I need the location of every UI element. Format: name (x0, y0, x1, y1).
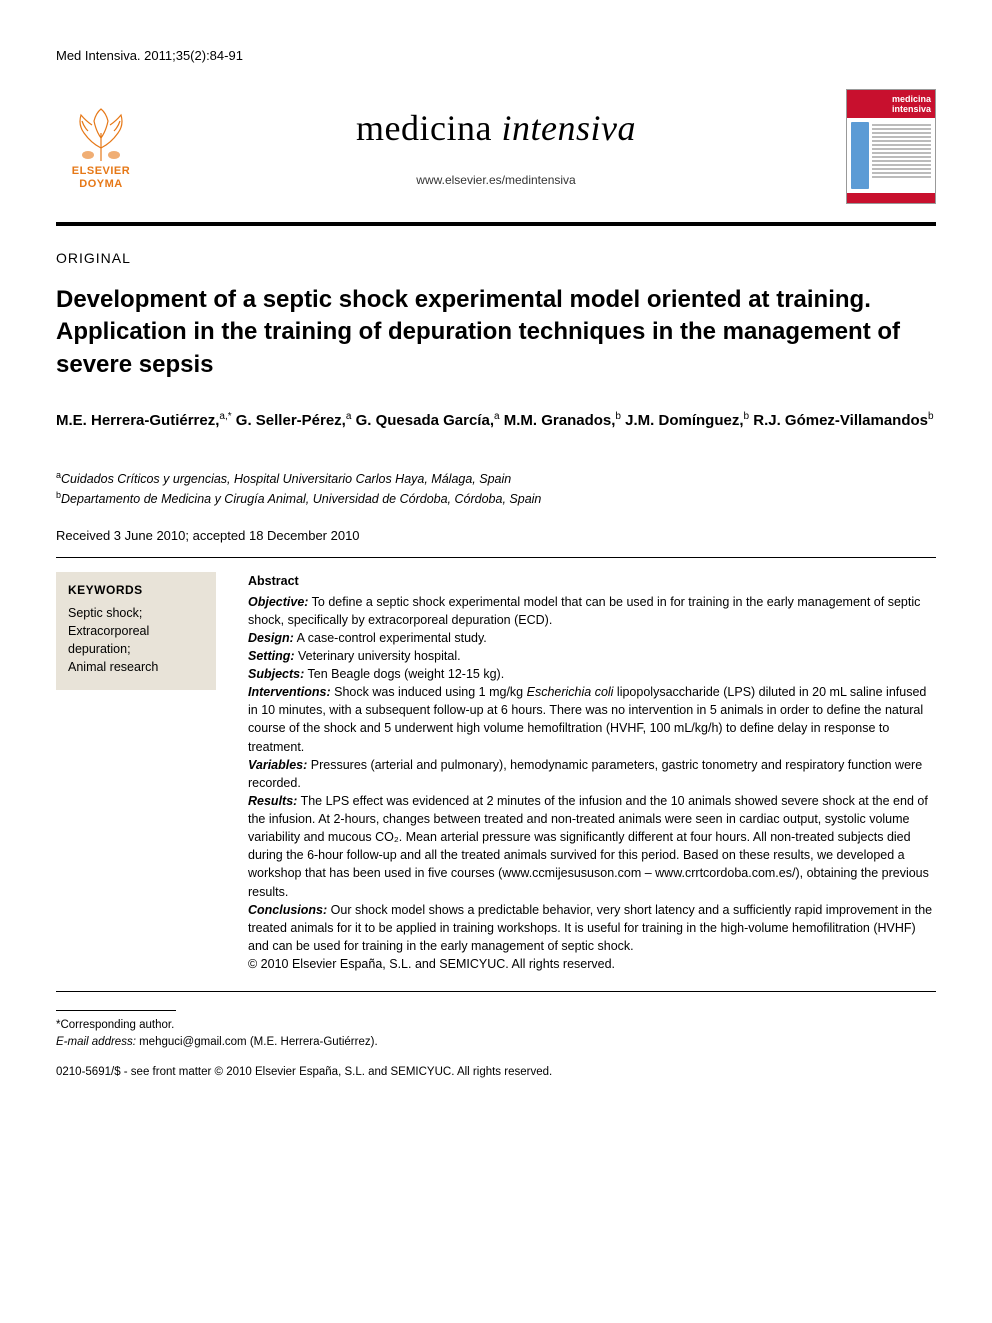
corresponding-author: *Corresponding author. E-mail address: m… (56, 1017, 936, 1052)
article-type: ORIGINAL (56, 250, 936, 266)
article-title: Development of a septic shock experiment… (56, 284, 936, 381)
affiliations: aCuidados Críticos y urgencias, Hospital… (56, 469, 936, 509)
abstract-section: Setting: Veterinary university hospital. (248, 647, 936, 665)
abstract-body: Objective: To define a septic shock expe… (248, 593, 936, 956)
author-list: M.E. Herrera-Gutiérrez,a,* G. Seller-Pér… (56, 409, 936, 433)
abstract-section: Interventions: Shock was induced using 1… (248, 683, 936, 756)
abstract-region: KEYWORDS Septic shock;Extracorporeal dep… (56, 572, 936, 973)
publisher-logo: ELSEVIER DOYMA (56, 97, 146, 197)
elsevier-tree-icon (66, 103, 136, 163)
affiliation-line: aCuidados Críticos y urgencias, Hospital… (56, 469, 936, 489)
abstract-section: Objective: To define a septic shock expe… (248, 593, 936, 629)
divider (56, 991, 936, 992)
abstract-section: Variables: Pressures (arterial and pulmo… (248, 756, 936, 792)
abstract-copyright: © 2010 Elsevier España, S.L. and SEMICYU… (248, 955, 936, 973)
divider (56, 557, 936, 558)
keywords-box: KEYWORDS Septic shock;Extracorporeal dep… (56, 572, 216, 690)
journal-title-block: medicina intensiva www.elsevier.es/medin… (170, 107, 822, 187)
keywords-heading: KEYWORDS (68, 582, 204, 599)
footer-copyright: 0210-5691/$ - see front matter © 2010 El… (56, 1066, 936, 1078)
publisher-name: ELSEVIER DOYMA (72, 165, 130, 189)
keywords-list: Septic shock;Extracorporeal depuration;A… (68, 604, 204, 677)
article-dates: Received 3 June 2010; accepted 18 Decemb… (56, 528, 936, 543)
page-container: Med Intensiva. 2011;35(2):84-91 (0, 0, 992, 1118)
corresponding-mark: *Corresponding author. (56, 1017, 936, 1034)
citation-line: Med Intensiva. 2011;35(2):84-91 (56, 48, 936, 63)
journal-url: www.elsevier.es/medintensiva (170, 173, 822, 187)
abstract-section: Conclusions: Our shock model shows a pre… (248, 901, 936, 955)
journal-header: ELSEVIER DOYMA medicina intensiva www.el… (56, 81, 936, 226)
keywords-column: KEYWORDS Septic shock;Extracorporeal dep… (56, 572, 216, 973)
abstract-column: Abstract Objective: To define a septic s… (248, 572, 936, 973)
cover-thumb-title: medicina intensiva (847, 90, 935, 118)
abstract-heading: Abstract (248, 572, 936, 590)
abstract-section: Subjects: Ten Beagle dogs (weight 12-15 … (248, 665, 936, 683)
abstract-section: Results: The LPS effect was evidenced at… (248, 792, 936, 901)
affiliation-line: bDepartamento de Medicina y Cirugía Anim… (56, 489, 936, 509)
short-divider (56, 1010, 176, 1011)
journal-cover-thumbnail: medicina intensiva (846, 89, 936, 204)
journal-title: medicina intensiva (170, 107, 822, 149)
corresponding-email-line: E-mail address: mehguci@gmail.com (M.E. … (56, 1034, 936, 1051)
abstract-section: Design: A case-control experimental stud… (248, 629, 936, 647)
